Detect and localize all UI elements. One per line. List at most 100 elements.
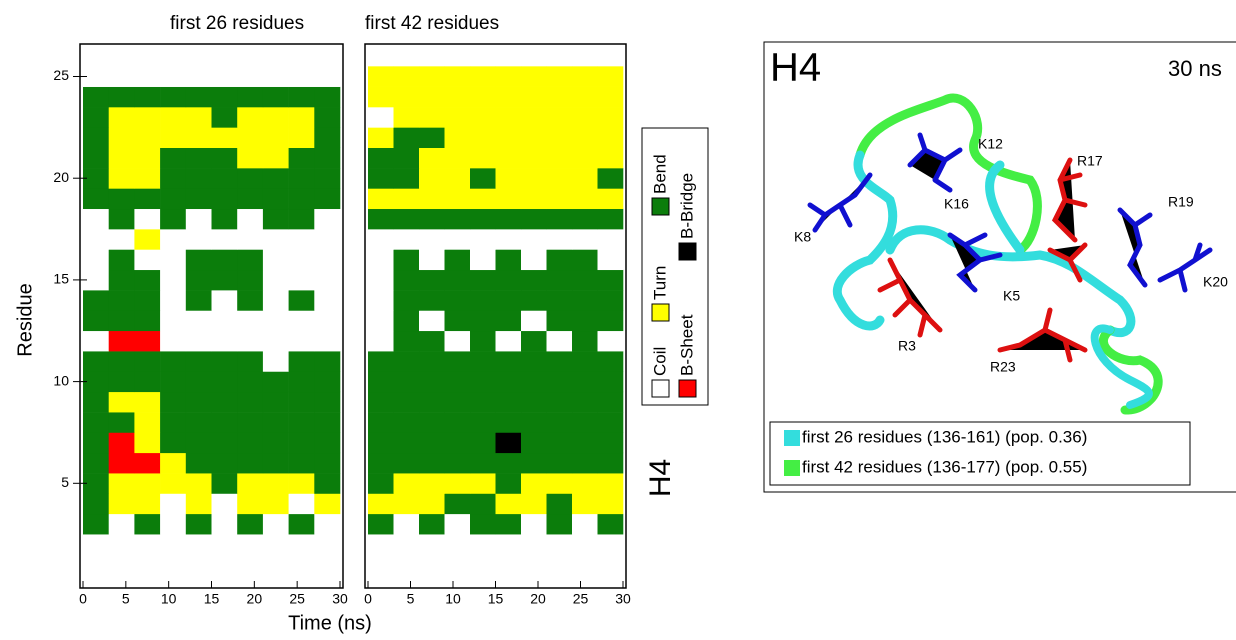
heatmap-cell	[212, 534, 238, 555]
heatmap-cell	[83, 310, 109, 331]
residue-label: K5	[1003, 288, 1020, 304]
heatmap-cell	[394, 453, 420, 474]
heatmap-cell	[496, 453, 522, 474]
residue-label: R23	[990, 359, 1016, 375]
heatmap-cell	[572, 148, 598, 169]
heatmap-cell	[160, 148, 186, 169]
heatmap-cell	[83, 351, 109, 372]
heatmap-cell	[109, 514, 135, 535]
heatmap-cell	[109, 310, 135, 331]
heatmap-cell	[368, 392, 394, 413]
heatmap-cell	[521, 331, 547, 352]
heatmap-cell	[572, 188, 598, 209]
heatmap-cell	[470, 392, 496, 413]
heatmap-cell	[419, 209, 445, 230]
heatmap-cell	[83, 412, 109, 433]
heatmap-cell	[263, 412, 289, 433]
heatmap-cell	[521, 209, 547, 230]
heatmap-cell	[598, 514, 624, 535]
heatmap-cell	[521, 554, 547, 575]
heatmap-cell	[237, 514, 263, 535]
heatmap-cell	[394, 229, 420, 250]
heatmap-cell	[394, 473, 420, 494]
residue-label: K20	[1203, 274, 1228, 290]
heatmap-cell	[419, 310, 445, 331]
heatmap-cell	[572, 432, 598, 453]
heatmap-cell	[445, 534, 471, 555]
heatmap-cell	[160, 473, 186, 494]
heatmap-cell	[547, 310, 573, 331]
panel-label: H4	[644, 459, 677, 497]
heatmap-cell	[368, 351, 394, 372]
heatmap-cell	[470, 493, 496, 514]
heatmap-cell	[368, 473, 394, 494]
heatmap-cell	[572, 127, 598, 148]
panel-title: first 26 residues	[170, 13, 304, 34]
heatmap-cell	[263, 514, 289, 535]
molecule-legend-label: first 26 residues (136-161) (pop. 0.36)	[802, 427, 1087, 446]
heatmap-cell	[368, 168, 394, 189]
heatmap-cell	[496, 66, 522, 87]
legend-label: B-Bridge	[677, 173, 696, 239]
heatmap-cell	[419, 249, 445, 270]
heatmap-cell	[521, 290, 547, 311]
heatmap-cell	[572, 392, 598, 413]
heatmap-cell	[419, 331, 445, 352]
heatmap-cell	[160, 229, 186, 250]
heatmap-cell	[237, 351, 263, 372]
heatmap-cell	[598, 107, 624, 128]
heatmap-cell	[186, 371, 212, 392]
heatmap-cell	[237, 392, 263, 413]
heatmap-cell	[109, 168, 135, 189]
heatmap-cell	[394, 534, 420, 555]
heatmap-cell	[547, 168, 573, 189]
heatmap-cell	[394, 310, 420, 331]
heatmap-cell	[368, 270, 394, 291]
heatmap-cell	[521, 188, 547, 209]
heatmap-cell	[368, 107, 394, 128]
heatmap-cell	[263, 209, 289, 230]
heatmap-cell	[289, 188, 315, 209]
heatmap-cell	[186, 534, 212, 555]
heatmap-cell	[134, 168, 160, 189]
heatmap-cell	[445, 127, 471, 148]
heatmap-cell	[134, 107, 160, 128]
heatmap-cell	[237, 473, 263, 494]
residue-label: K12	[978, 136, 1003, 152]
heatmap-cell	[547, 331, 573, 352]
heatmap-cell	[470, 87, 496, 108]
heatmap-cell	[237, 371, 263, 392]
heatmap-cell	[496, 371, 522, 392]
heatmap-cell	[445, 392, 471, 413]
heatmap-cell	[394, 493, 420, 514]
heatmap-cell	[521, 412, 547, 433]
heatmap-cell	[134, 554, 160, 575]
heatmap-cell	[419, 412, 445, 433]
heatmap-cell	[368, 290, 394, 311]
heatmap-cell	[572, 331, 598, 352]
heatmap-cell	[572, 290, 598, 311]
legend-swatch	[652, 304, 669, 321]
heatmap-cell	[394, 249, 420, 270]
heatmap-cell	[521, 168, 547, 189]
heatmap-cell	[496, 290, 522, 311]
heatmap-cell	[368, 148, 394, 169]
x-tick-label: 5	[407, 591, 415, 607]
figure: Time (ns) Residue H4 H4 30 ns first 26 r…	[0, 0, 1236, 640]
heatmap-cell	[496, 148, 522, 169]
heatmap-cell	[419, 66, 445, 87]
residue-label: R3	[898, 338, 916, 354]
heatmap-cell	[521, 270, 547, 291]
heatmap-cell	[212, 87, 238, 108]
heatmap-cell	[470, 290, 496, 311]
heatmap-cell	[237, 290, 263, 311]
heatmap-cell	[289, 351, 315, 372]
molecule-legend-swatch	[784, 430, 800, 446]
heatmap-cell	[134, 371, 160, 392]
heatmap-cell	[394, 331, 420, 352]
x-tick-label: 10	[161, 591, 177, 607]
heatmap-cell	[134, 127, 160, 148]
heatmap-cell	[496, 270, 522, 291]
heatmap-cell	[83, 331, 109, 352]
heatmap-cell	[445, 168, 471, 189]
